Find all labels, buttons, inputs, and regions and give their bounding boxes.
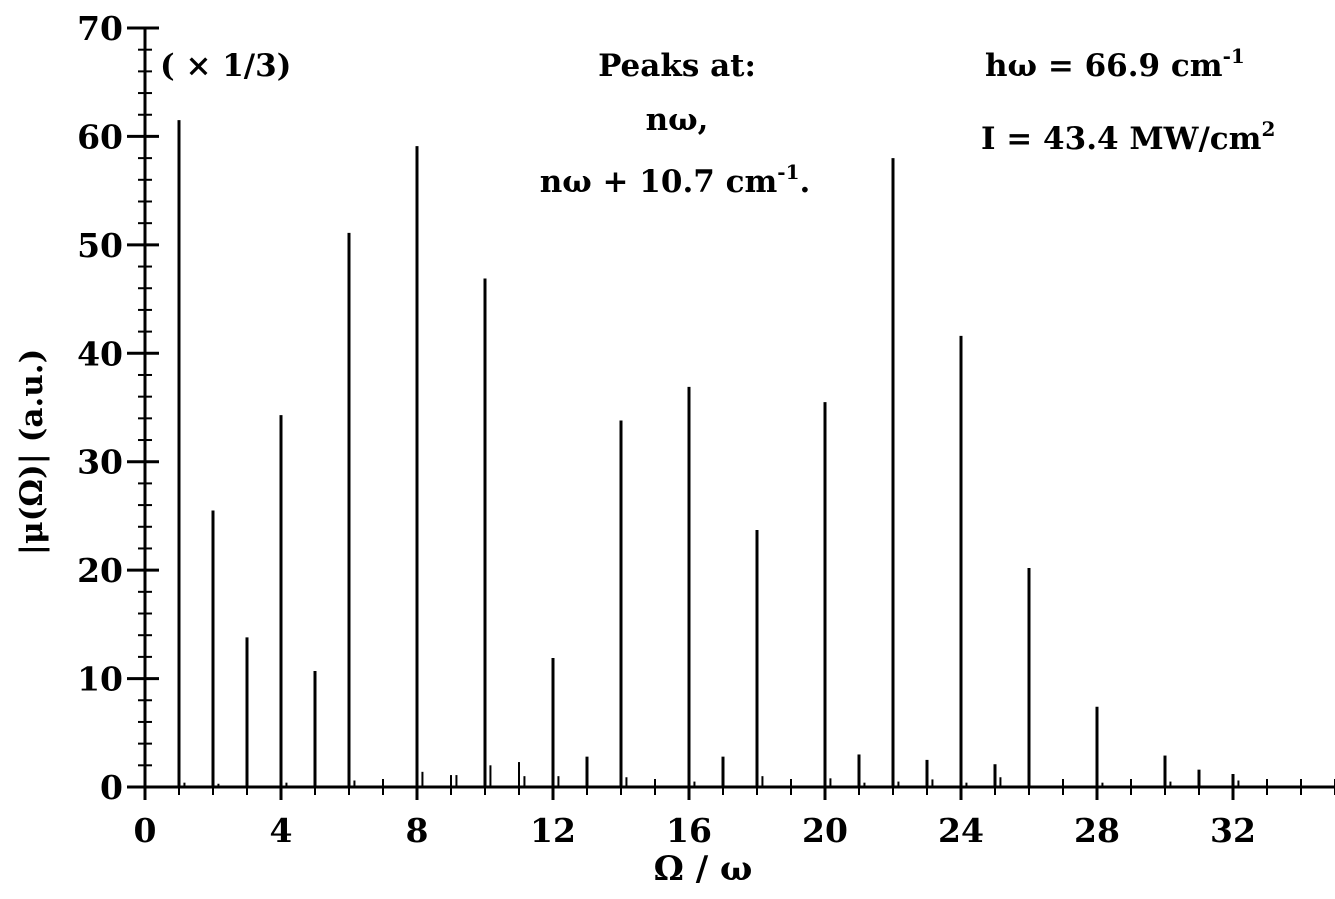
intensity-label: I = 43.4 MW/cm2 xyxy=(981,117,1275,157)
x-tick-label: 8 xyxy=(406,811,429,850)
scale-note: ( × 1/3) xyxy=(160,48,291,84)
peaks-line2: nω, xyxy=(646,102,709,138)
peaks-line3: nω + 10.7 cm-1. xyxy=(540,160,811,200)
y-tick-label: 40 xyxy=(77,334,123,373)
intensity-sup: 2 xyxy=(1261,117,1275,141)
x-tick-label: 28 xyxy=(1074,811,1120,850)
y-tick-label: 20 xyxy=(77,551,123,590)
y-tick-label: 30 xyxy=(77,443,123,482)
peaks-line3-sup: -1 xyxy=(777,160,799,184)
x-tick-label: 24 xyxy=(938,811,984,850)
y-tick-label: 70 xyxy=(77,9,123,48)
y-tick-label: 10 xyxy=(77,660,123,699)
x-tick-label: 12 xyxy=(530,811,576,850)
axes-layer: 0 4 8 12 16 20 24 28 32 0 10 20 30 40 50 60 70 xyxy=(77,9,1335,850)
x-tick-label: 20 xyxy=(802,811,848,850)
photon-energy-base: hω = 66.9 cm xyxy=(985,48,1223,84)
bars-layer xyxy=(177,120,1268,787)
intensity-base: I = 43.4 MW/cm xyxy=(981,121,1262,157)
y-tick-label: 0 xyxy=(100,768,123,807)
x-axis-label: Ω / ω xyxy=(654,849,753,889)
x-tick-label: 32 xyxy=(1210,811,1256,850)
x-tick-label: 4 xyxy=(270,811,293,850)
peaks-line3-tail: . xyxy=(800,164,811,200)
peaks-line1: Peaks at: xyxy=(598,48,756,84)
y-tick-label: 60 xyxy=(77,117,123,156)
x-tick-label: 0 xyxy=(134,811,157,850)
x-tick-label: 16 xyxy=(666,811,712,850)
photon-energy-sup: -1 xyxy=(1223,44,1245,68)
y-tick-label: 50 xyxy=(77,226,123,265)
photon-energy-label: hω = 66.9 cm-1 xyxy=(985,44,1245,84)
y-axis-label: |μ(Ω)| (a.u.) xyxy=(14,349,50,556)
peaks-line3-base: nω + 10.7 cm xyxy=(540,164,778,200)
